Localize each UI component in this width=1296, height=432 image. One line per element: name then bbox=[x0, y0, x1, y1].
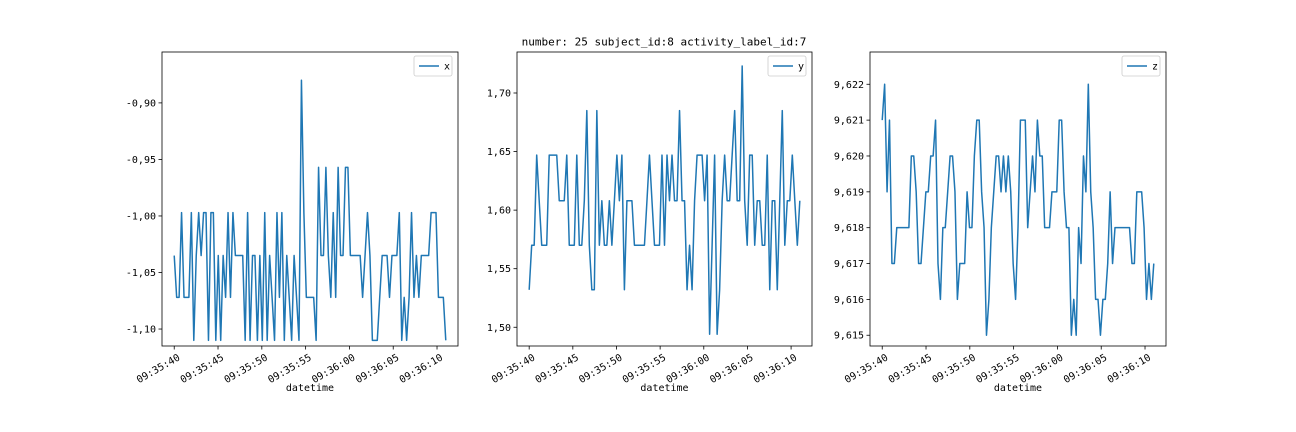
x-axis-label: datetime bbox=[994, 383, 1042, 394]
y-tick-label: 9,619 bbox=[834, 187, 864, 198]
x-tick-label: 09:36:00 bbox=[310, 352, 357, 386]
axes-frame bbox=[516, 51, 813, 347]
chart-panel-1: -0,90 -0,95 -1,00 -1,05 -1,10 09:35:4009:35:4… bbox=[126, 51, 459, 394]
series-line-x bbox=[173, 79, 447, 342]
x-axis-label: datetime bbox=[640, 383, 688, 394]
x-tick-label: 09:35:55 bbox=[974, 352, 1021, 386]
x-tick-label: 09:35:40 bbox=[135, 352, 182, 386]
y-tick-label: 1,70 bbox=[487, 88, 511, 99]
x-tick-label: 09:35:50 bbox=[223, 352, 270, 386]
y-tick-label: 1,50 bbox=[487, 323, 511, 334]
x-tick-label: 09:35:45 bbox=[534, 352, 581, 386]
y-tick-label: -1,10 bbox=[126, 325, 156, 336]
y-tick-label: 9,621 bbox=[834, 116, 864, 127]
x-tick-label: 09:35:50 bbox=[577, 352, 624, 386]
x-tick-label: 09:35:45 bbox=[179, 352, 226, 386]
x-tick-label: 09:36:05 bbox=[354, 352, 401, 386]
legend-label: x bbox=[444, 62, 450, 73]
x-tick-label: 09:35:40 bbox=[490, 352, 537, 386]
legend-label: y bbox=[798, 62, 804, 73]
legend: x bbox=[413, 55, 453, 77]
x-tick-label: 09:35:50 bbox=[931, 352, 978, 386]
x-axis-label: datetime bbox=[286, 383, 334, 394]
y-tick-label: 9,620 bbox=[834, 151, 864, 162]
x-tick-label: 09:36:00 bbox=[1018, 352, 1065, 386]
x-tick-label: 09:36:05 bbox=[708, 352, 755, 386]
x-tick-label: 09:35:40 bbox=[843, 352, 890, 386]
chart-panel-2: 1,701,651,601,551,5009:35:4009:35:4509:3… bbox=[487, 51, 813, 394]
x-tick-label: 09:35:45 bbox=[887, 352, 934, 386]
x-tick-label: 09:36:10 bbox=[1106, 352, 1153, 386]
y-tick-label: 1,55 bbox=[487, 264, 511, 275]
series-line-y bbox=[528, 65, 801, 336]
legend: z bbox=[1121, 55, 1161, 77]
axes-frame bbox=[161, 51, 459, 347]
x-tick-label: 09:36:00 bbox=[665, 352, 712, 386]
y-tick-label: 1,60 bbox=[487, 206, 511, 217]
y-tick-label: 9,615 bbox=[834, 331, 864, 342]
x-tick-label: 09:35:55 bbox=[266, 352, 313, 386]
y-tick-label: 9,617 bbox=[834, 259, 864, 270]
y-tick-label: -0,95 bbox=[126, 155, 156, 166]
legend-label: z bbox=[1152, 62, 1158, 73]
x-tick-label: 09:36:10 bbox=[398, 352, 445, 386]
legend: y bbox=[767, 55, 807, 77]
chart-panel-3: 9,622 9,621 9,620 9,619 9,618 9,617 9,616 9,615… bbox=[834, 51, 1167, 394]
y-tick-label: 9,618 bbox=[834, 223, 864, 234]
x-tick-label: 09:36:10 bbox=[752, 352, 799, 386]
y-tick-label: 1,65 bbox=[487, 147, 511, 158]
x-tick-label: 09:36:05 bbox=[1062, 352, 1109, 386]
series-line-z bbox=[881, 83, 1155, 336]
y-tick-label: 9,622 bbox=[834, 80, 864, 91]
axes-frame bbox=[869, 51, 1167, 347]
figure-title: number: 25 subject_id:8 activity_label_i… bbox=[522, 36, 807, 49]
y-tick-label: -1,00 bbox=[126, 211, 156, 222]
y-tick-label: 9,616 bbox=[834, 295, 864, 306]
y-tick-label: -0,90 bbox=[126, 98, 156, 109]
x-tick-label: 09:35:55 bbox=[621, 352, 668, 386]
y-tick-label: -1,05 bbox=[126, 268, 156, 279]
